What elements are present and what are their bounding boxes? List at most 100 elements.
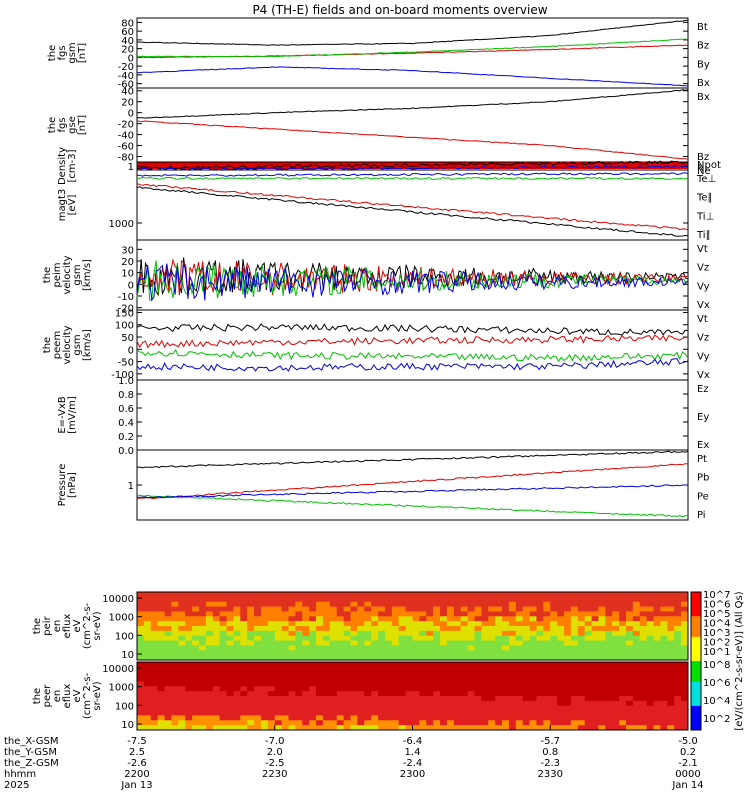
spec-cell (446, 640, 455, 646)
spec-cell (171, 606, 179, 612)
spec-cell (343, 671, 352, 678)
panel-peem-velocity: the peem velocity gsm [km/s]150100500-50-100… (42, 308, 710, 381)
spec-cell (543, 725, 551, 731)
spec-cell (198, 606, 207, 612)
spec-cell (212, 715, 221, 721)
spec-cell (536, 621, 544, 627)
spec-cell (605, 710, 613, 716)
spec-cell (198, 686, 207, 692)
spec-cell (467, 592, 475, 598)
spec-cell (440, 611, 448, 617)
spec-cell (474, 640, 482, 646)
panel-frame (136, 591, 689, 661)
x-tick-label: -7.5 (127, 736, 147, 747)
spec-cell (570, 681, 579, 687)
spec-cell (674, 696, 682, 702)
spec-cell (192, 616, 200, 622)
spec-cell (398, 611, 407, 617)
spec-cell (192, 720, 200, 726)
spec-cell (522, 666, 531, 673)
spec-cell (591, 640, 599, 646)
spec-cell (378, 676, 386, 682)
spec-cell (467, 681, 475, 687)
spec-cell (577, 725, 586, 731)
spec-cell (192, 676, 200, 682)
spec-cell (467, 635, 475, 642)
spec-cell (646, 626, 655, 632)
spec-cell (357, 645, 365, 651)
spec-cell (550, 650, 558, 656)
spec-cell (260, 626, 269, 632)
series-fgs-gsm-bz (136, 44, 689, 59)
spec-cell (502, 710, 510, 716)
spec-cell (612, 635, 620, 642)
spec-cell (412, 662, 420, 668)
y-axis-label: velocity (62, 255, 73, 294)
spec-cell (522, 640, 531, 646)
spec-cell (440, 696, 448, 702)
series-peim-green (136, 260, 689, 301)
spec-cell (143, 655, 152, 661)
spec-cell (267, 606, 276, 612)
spec-cell (295, 611, 303, 617)
spec-cell (515, 592, 524, 598)
y-tick-label: 0.4 (118, 418, 134, 429)
spec-cell (502, 596, 510, 603)
spec-cell (391, 725, 400, 731)
spec-cell (357, 720, 365, 726)
spec-cell (254, 691, 262, 697)
spec-cell (192, 655, 200, 661)
spec-cell (543, 681, 551, 687)
spec-cell (295, 700, 303, 707)
spec-cell (398, 710, 407, 716)
spec-cell (212, 655, 221, 661)
spec-cell (612, 650, 620, 656)
spec-cell (233, 691, 241, 697)
spec-cell (226, 616, 234, 622)
spec-cell (405, 630, 413, 637)
spec-cell (467, 640, 475, 646)
spec-cell (247, 616, 255, 622)
spec-cell (398, 655, 407, 661)
spec-cell (137, 676, 145, 682)
spec-cell (570, 596, 579, 603)
spec-cell (619, 640, 627, 646)
spec-cell (205, 676, 214, 682)
spec-cell (536, 655, 544, 661)
spec-cell (274, 611, 283, 617)
spec-cell (508, 630, 517, 637)
spec-cell (474, 725, 482, 731)
spec-cell (329, 616, 338, 622)
spec-cell (364, 681, 372, 687)
spec-cell (481, 681, 489, 687)
spec-cell (247, 650, 255, 656)
spec-cell (495, 686, 503, 692)
spec-cell (653, 666, 661, 673)
spec-cell (557, 662, 565, 668)
spec-cell (247, 725, 255, 731)
spec-cell (336, 676, 345, 682)
spec-cell (164, 725, 172, 731)
spec-cell (474, 686, 482, 692)
spec-cell (384, 592, 393, 598)
spec-cell (529, 601, 537, 608)
y-axis-label: [nT] (77, 115, 88, 135)
series-peim-black (136, 257, 689, 297)
spec-cell (267, 715, 276, 721)
spec-cell (536, 666, 544, 673)
spec-cell (288, 655, 296, 661)
spec-cell (543, 715, 551, 721)
spec-cell (274, 645, 283, 651)
spec-cell (488, 611, 496, 617)
spec-cell (626, 696, 634, 702)
spec-cell (639, 700, 648, 707)
spec-cell (474, 650, 482, 656)
spec-cell (309, 596, 317, 603)
spec-cell (274, 676, 283, 682)
spec-cell (274, 710, 283, 716)
spec-cell (681, 645, 689, 651)
spec-cell (137, 601, 145, 608)
legend-vt: Vt (697, 314, 708, 325)
spec-cell (577, 676, 586, 682)
spec-cell (233, 715, 241, 721)
